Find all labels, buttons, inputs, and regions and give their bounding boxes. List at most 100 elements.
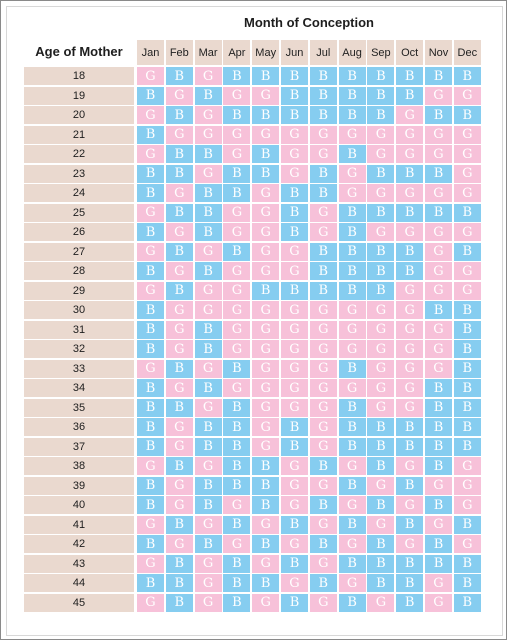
cell-29-jun: B — [281, 281, 308, 300]
cell-21-sep: G — [367, 125, 395, 144]
cell-30-aug: G — [338, 301, 366, 319]
cell-28-aug: B — [338, 262, 366, 280]
cell-35-feb: B — [165, 398, 193, 417]
cell-27-jul: B — [309, 242, 337, 261]
cell-31-sep: G — [367, 320, 395, 339]
cell-35-oct: G — [396, 398, 424, 417]
cell-42-sep: B — [367, 535, 395, 553]
age-label-31: 31 — [24, 320, 134, 339]
cell-27-aug: B — [338, 242, 366, 261]
cell-34-apr: G — [223, 379, 251, 397]
cell-32-jan: B — [137, 340, 164, 358]
cell-41-may: G — [252, 515, 280, 534]
cell-29-nov: G — [425, 281, 452, 300]
cell-31-jan: B — [137, 320, 164, 339]
cell-34-aug: G — [338, 379, 366, 397]
chart-title: Month of Conception — [244, 15, 374, 30]
cell-26-jan: B — [137, 223, 164, 241]
cell-40-feb: G — [165, 496, 193, 514]
cell-29-aug: B — [338, 281, 366, 300]
cell-42-jul: B — [309, 535, 337, 553]
cell-37-jul: G — [309, 437, 337, 456]
cell-38-aug: G — [338, 457, 366, 475]
cell-37-aug: B — [338, 437, 366, 456]
cell-24-feb: G — [165, 184, 193, 202]
cell-20-jun: B — [281, 106, 308, 124]
age-label-21: 21 — [24, 125, 134, 144]
cell-39-apr: B — [223, 476, 251, 495]
cell-40-mar: B — [194, 496, 222, 514]
cell-34-may: G — [252, 379, 280, 397]
cell-29-jul: B — [309, 281, 337, 300]
cell-44-nov: G — [425, 574, 452, 592]
cell-37-jan: B — [137, 437, 164, 456]
cell-25-jul: G — [309, 203, 337, 222]
cell-36-dec: B — [453, 418, 481, 436]
cell-20-jul: B — [309, 106, 337, 124]
cell-37-jun: B — [281, 437, 308, 456]
cell-26-feb: G — [165, 223, 193, 241]
cell-23-oct: B — [396, 164, 424, 183]
cell-25-feb: B — [165, 203, 193, 222]
cell-43-apr: B — [223, 554, 251, 573]
cell-28-jul: B — [309, 262, 337, 280]
cell-21-aug: G — [338, 125, 366, 144]
age-label-25: 25 — [24, 203, 134, 222]
cell-42-mar: B — [194, 535, 222, 553]
cell-42-jun: G — [281, 535, 308, 553]
cell-41-nov: G — [425, 515, 452, 534]
cell-39-aug: B — [338, 476, 366, 495]
cell-28-mar: B — [194, 262, 222, 280]
cell-20-nov: B — [425, 106, 452, 124]
cell-19-apr: G — [223, 86, 251, 105]
cell-31-may: G — [252, 320, 280, 339]
age-label-42: 42 — [24, 535, 134, 553]
cell-39-mar: B — [194, 476, 222, 495]
cell-43-dec: B — [453, 554, 481, 573]
cell-38-oct: G — [396, 457, 424, 475]
cell-24-jul: B — [309, 184, 337, 202]
cell-20-sep: B — [367, 106, 395, 124]
cell-41-jan: G — [137, 515, 164, 534]
cell-41-sep: G — [367, 515, 395, 534]
cell-18-nov: B — [425, 67, 452, 85]
cell-45-aug: B — [338, 593, 366, 612]
cell-42-apr: G — [223, 535, 251, 553]
cell-37-nov: B — [425, 437, 452, 456]
cell-22-apr: G — [223, 145, 251, 163]
cell-43-aug: B — [338, 554, 366, 573]
cell-45-mar: G — [194, 593, 222, 612]
cell-35-apr: B — [223, 398, 251, 417]
cell-44-jan: B — [137, 574, 164, 592]
cell-21-apr: G — [223, 125, 251, 144]
cell-45-sep: G — [367, 593, 395, 612]
cell-29-sep: B — [367, 281, 395, 300]
cell-44-sep: B — [367, 574, 395, 592]
cell-23-dec: G — [453, 164, 481, 183]
cell-27-feb: B — [165, 242, 193, 261]
cell-40-sep: B — [367, 496, 395, 514]
month-header-may: May — [252, 40, 280, 65]
cell-26-mar: B — [194, 223, 222, 241]
month-header-dec: Dec — [453, 40, 481, 65]
age-label-28: 28 — [24, 262, 134, 280]
cell-32-sep: G — [367, 340, 395, 358]
cell-29-feb: B — [165, 281, 193, 300]
cell-18-sep: B — [367, 67, 395, 85]
cell-19-jun: B — [281, 86, 308, 105]
cell-41-aug: B — [338, 515, 366, 534]
age-label-36: 36 — [24, 418, 134, 436]
cell-18-may: B — [252, 67, 280, 85]
cell-31-nov: G — [425, 320, 452, 339]
cell-28-feb: G — [165, 262, 193, 280]
age-label-22: 22 — [24, 145, 134, 163]
cell-19-jan: B — [137, 86, 164, 105]
cell-32-jul: G — [309, 340, 337, 358]
cell-20-aug: B — [338, 106, 366, 124]
cell-43-oct: B — [396, 554, 424, 573]
cell-35-jun: G — [281, 398, 308, 417]
cell-36-jan: B — [137, 418, 164, 436]
cell-22-jul: G — [309, 145, 337, 163]
cell-30-mar: G — [194, 301, 222, 319]
cell-30-oct: G — [396, 301, 424, 319]
